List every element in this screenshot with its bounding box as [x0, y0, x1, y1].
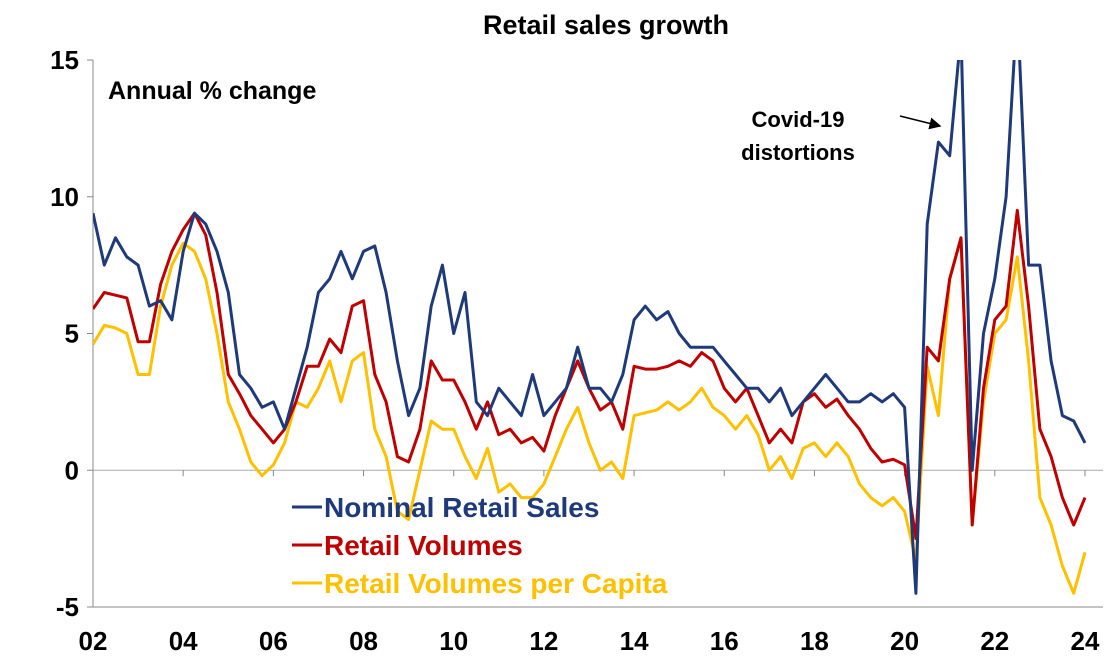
x-tick-label: 20 [890, 626, 919, 656]
legend-label: Retail Volumes [324, 530, 523, 561]
y-axis-label: Annual % change [108, 77, 316, 105]
x-tick-label: 10 [439, 626, 468, 656]
annotation: Covid-19 [752, 107, 845, 132]
y-tick-label: 10 [50, 182, 79, 212]
series-line [93, 208, 1087, 541]
legend: Nominal Retail Sales Retail Volumes Retail… [292, 492, 668, 599]
x-tick-label: 24 [1071, 626, 1100, 656]
x-tick-label: 08 [349, 626, 378, 656]
annotation: distortions [741, 140, 855, 165]
legend-label: Nominal Retail Sales [324, 492, 599, 523]
x-tick-label: 02 [79, 626, 108, 656]
x-tick-label: 22 [980, 626, 1009, 656]
series-line [93, 60, 1087, 595]
x-tick-label: 16 [710, 626, 739, 656]
legend-label: Retail Volumes per Capita [324, 568, 668, 599]
x-tick-label: 04 [169, 626, 198, 656]
x-tick-label: 06 [259, 626, 288, 656]
annotation-arrow [899, 115, 942, 130]
y-tick-label: -5 [56, 592, 79, 622]
axes: -5 0 5 10 15 02 04 06 08 10 12 14 16 18 20 22 24 [50, 45, 1103, 656]
x-tick-label: 12 [529, 626, 558, 656]
x-tick-label: 14 [620, 626, 649, 656]
y-tick-label: 5 [65, 319, 79, 349]
series-line [93, 236, 1087, 595]
y-tick-label: 15 [50, 45, 79, 75]
chart-title: Retail sales growth [483, 10, 729, 40]
plot-area [93, 60, 1087, 595]
y-tick-label: 0 [65, 455, 79, 485]
x-tick-label: 18 [800, 626, 829, 656]
